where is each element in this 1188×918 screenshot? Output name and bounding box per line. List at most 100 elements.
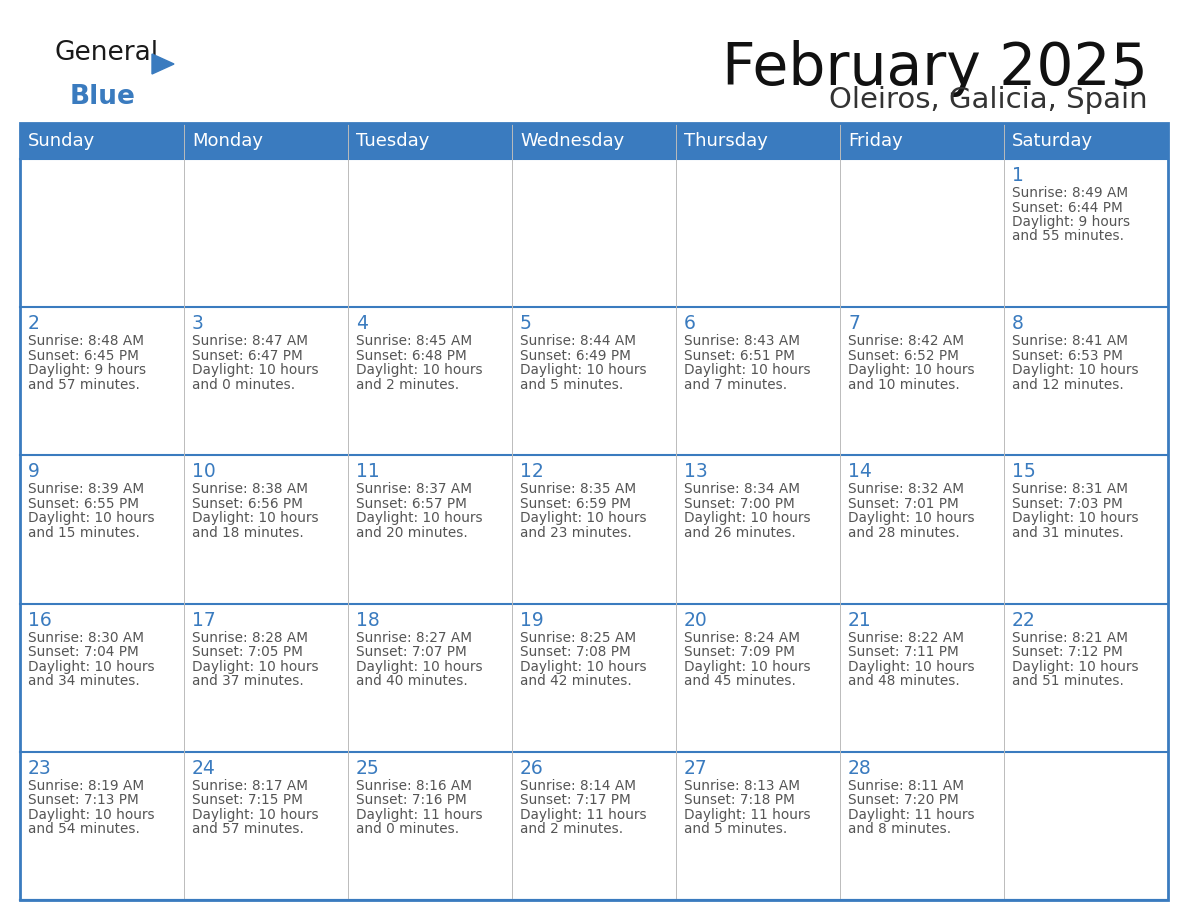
Text: 6: 6: [684, 314, 696, 333]
Text: and 8 minutes.: and 8 minutes.: [848, 823, 952, 836]
Text: 14: 14: [848, 463, 872, 481]
Bar: [20, 123, 1168, 900]
Text: 17: 17: [192, 610, 216, 630]
Text: Sunrise: 8:38 AM: Sunrise: 8:38 AM: [192, 482, 308, 497]
Bar: [20, 123, 1168, 159]
Text: Sunset: 7:12 PM: Sunset: 7:12 PM: [1012, 645, 1123, 659]
Text: Sunrise: 8:14 AM: Sunrise: 8:14 AM: [520, 778, 636, 793]
Text: Sunrise: 8:32 AM: Sunrise: 8:32 AM: [848, 482, 963, 497]
Text: Sunset: 6:45 PM: Sunset: 6:45 PM: [29, 349, 139, 363]
Text: Sunrise: 8:22 AM: Sunrise: 8:22 AM: [848, 631, 963, 644]
Text: Sunrise: 8:24 AM: Sunrise: 8:24 AM: [684, 631, 800, 644]
Text: Daylight: 10 hours: Daylight: 10 hours: [356, 660, 482, 674]
Text: Sunrise: 8:37 AM: Sunrise: 8:37 AM: [356, 482, 472, 497]
Text: Sunset: 6:56 PM: Sunset: 6:56 PM: [192, 497, 303, 511]
Text: Friday: Friday: [848, 132, 903, 150]
Bar: [1004, 308, 1168, 455]
Text: Sunrise: 8:21 AM: Sunrise: 8:21 AM: [1012, 631, 1127, 644]
Text: 3: 3: [192, 314, 204, 333]
Text: Daylight: 9 hours: Daylight: 9 hours: [29, 364, 146, 377]
Bar: [348, 455, 512, 604]
Text: 10: 10: [192, 463, 216, 481]
Text: 9: 9: [29, 463, 40, 481]
Text: Thursday: Thursday: [684, 132, 767, 150]
Text: 20: 20: [684, 610, 708, 630]
Bar: [20, 308, 184, 455]
Text: 8: 8: [1012, 314, 1024, 333]
Text: Daylight: 10 hours: Daylight: 10 hours: [520, 511, 646, 525]
Text: Sunset: 7:17 PM: Sunset: 7:17 PM: [520, 793, 631, 807]
Text: and 26 minutes.: and 26 minutes.: [684, 526, 796, 540]
Text: Sunset: 7:01 PM: Sunset: 7:01 PM: [848, 497, 959, 511]
Text: Sunset: 7:08 PM: Sunset: 7:08 PM: [520, 645, 631, 659]
Bar: [184, 308, 348, 455]
Bar: [840, 159, 1004, 308]
Text: and 40 minutes.: and 40 minutes.: [356, 674, 468, 688]
Text: 16: 16: [29, 610, 52, 630]
Text: Daylight: 10 hours: Daylight: 10 hours: [192, 511, 318, 525]
Text: 1: 1: [1012, 166, 1024, 185]
Text: Oleiros, Galicia, Spain: Oleiros, Galicia, Spain: [829, 86, 1148, 114]
Text: 7: 7: [848, 314, 860, 333]
Text: and 45 minutes.: and 45 minutes.: [684, 674, 796, 688]
Text: Daylight: 11 hours: Daylight: 11 hours: [684, 808, 810, 822]
Text: 18: 18: [356, 610, 380, 630]
Text: Sunrise: 8:42 AM: Sunrise: 8:42 AM: [848, 334, 963, 348]
Text: 28: 28: [848, 759, 872, 778]
Text: 21: 21: [848, 610, 872, 630]
Text: and 48 minutes.: and 48 minutes.: [848, 674, 960, 688]
Text: Sunset: 6:44 PM: Sunset: 6:44 PM: [1012, 200, 1123, 215]
Bar: [676, 455, 840, 604]
Text: Sunrise: 8:35 AM: Sunrise: 8:35 AM: [520, 482, 636, 497]
Bar: [184, 159, 348, 308]
Text: Sunset: 7:09 PM: Sunset: 7:09 PM: [684, 645, 795, 659]
Text: and 31 minutes.: and 31 minutes.: [1012, 526, 1124, 540]
Text: and 5 minutes.: and 5 minutes.: [684, 823, 788, 836]
Text: Sunrise: 8:11 AM: Sunrise: 8:11 AM: [848, 778, 963, 793]
Text: 2: 2: [29, 314, 40, 333]
Text: Sunset: 7:18 PM: Sunset: 7:18 PM: [684, 793, 795, 807]
Text: and 54 minutes.: and 54 minutes.: [29, 823, 140, 836]
Text: Sunset: 7:05 PM: Sunset: 7:05 PM: [192, 645, 303, 659]
Text: Sunrise: 8:13 AM: Sunrise: 8:13 AM: [684, 778, 800, 793]
Bar: [1004, 604, 1168, 752]
Bar: [840, 308, 1004, 455]
Bar: [1004, 455, 1168, 604]
Text: Sunrise: 8:25 AM: Sunrise: 8:25 AM: [520, 631, 636, 644]
Text: and 10 minutes.: and 10 minutes.: [848, 377, 960, 392]
Text: Sunrise: 8:49 AM: Sunrise: 8:49 AM: [1012, 186, 1129, 200]
Text: Daylight: 10 hours: Daylight: 10 hours: [29, 660, 154, 674]
Text: Sunset: 7:16 PM: Sunset: 7:16 PM: [356, 793, 467, 807]
Text: Sunrise: 8:28 AM: Sunrise: 8:28 AM: [192, 631, 308, 644]
Text: 12: 12: [520, 463, 544, 481]
Bar: [512, 159, 676, 308]
Text: Sunrise: 8:47 AM: Sunrise: 8:47 AM: [192, 334, 308, 348]
Text: Daylight: 10 hours: Daylight: 10 hours: [848, 511, 974, 525]
Text: Sunset: 7:03 PM: Sunset: 7:03 PM: [1012, 497, 1123, 511]
Text: Sunset: 7:20 PM: Sunset: 7:20 PM: [848, 793, 959, 807]
Text: Daylight: 10 hours: Daylight: 10 hours: [520, 364, 646, 377]
Text: Sunrise: 8:17 AM: Sunrise: 8:17 AM: [192, 778, 308, 793]
Text: and 51 minutes.: and 51 minutes.: [1012, 674, 1124, 688]
Text: 24: 24: [192, 759, 216, 778]
Bar: [1004, 159, 1168, 308]
Text: 22: 22: [1012, 610, 1036, 630]
Text: and 12 minutes.: and 12 minutes.: [1012, 377, 1124, 392]
Text: Blue: Blue: [70, 84, 135, 110]
Bar: [1004, 752, 1168, 900]
Text: Daylight: 10 hours: Daylight: 10 hours: [1012, 660, 1138, 674]
Text: 26: 26: [520, 759, 544, 778]
Text: Saturday: Saturday: [1012, 132, 1093, 150]
Bar: [20, 604, 184, 752]
Text: Daylight: 10 hours: Daylight: 10 hours: [684, 660, 810, 674]
Text: Sunset: 7:15 PM: Sunset: 7:15 PM: [192, 793, 303, 807]
Text: Daylight: 10 hours: Daylight: 10 hours: [1012, 511, 1138, 525]
Text: and 5 minutes.: and 5 minutes.: [520, 377, 624, 392]
Text: and 18 minutes.: and 18 minutes.: [192, 526, 304, 540]
Text: February 2025: February 2025: [722, 40, 1148, 97]
Text: Daylight: 11 hours: Daylight: 11 hours: [356, 808, 482, 822]
Text: Sunset: 6:48 PM: Sunset: 6:48 PM: [356, 349, 467, 363]
Text: Daylight: 10 hours: Daylight: 10 hours: [29, 808, 154, 822]
Text: Daylight: 10 hours: Daylight: 10 hours: [848, 364, 974, 377]
Text: Sunrise: 8:16 AM: Sunrise: 8:16 AM: [356, 778, 472, 793]
